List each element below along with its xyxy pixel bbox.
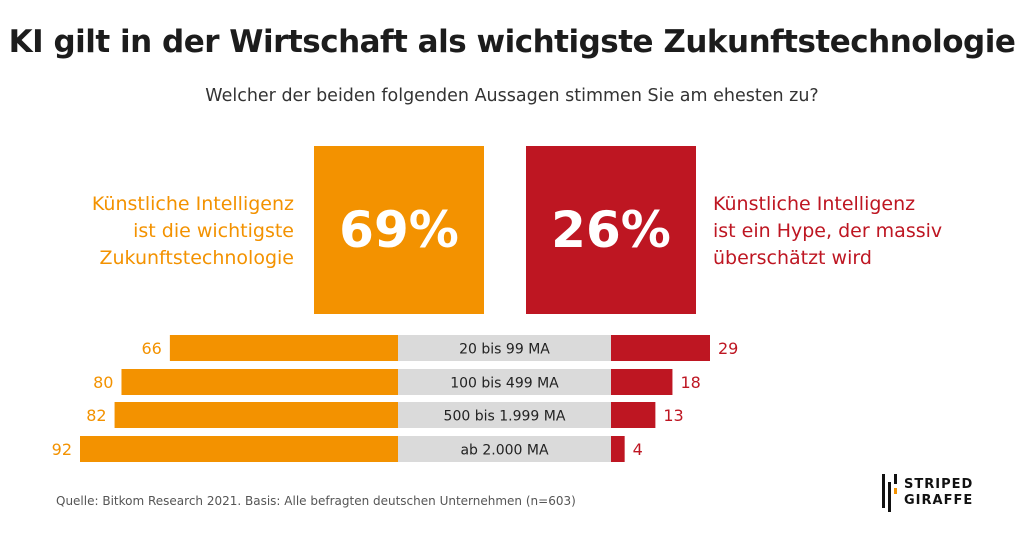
value-label-right: 18	[680, 373, 700, 392]
striped-giraffe-logo: STRIPED GIRAFFE	[882, 470, 992, 514]
left-statement-line-1: Künstliche Intelligenz	[91, 193, 294, 215]
right-statement-line-3: überschätzt wird	[713, 247, 872, 269]
category-label: ab 2.000 MA	[460, 443, 549, 459]
value-label-right: 13	[663, 406, 683, 425]
right-statement: Künstliche Intelligenz ist ein Hype, der…	[713, 191, 942, 272]
category-band	[398, 335, 611, 361]
left-statement-line-3: Zukunftstechnologie	[99, 247, 295, 269]
value-label-left: 66	[142, 339, 162, 358]
right-statement-line-2: ist ein Hype, der massiv	[713, 220, 943, 242]
category-label: 500 bis 1.999 MA	[444, 409, 566, 425]
bar-left	[169, 335, 398, 361]
category-band	[398, 436, 611, 462]
left-percent-label: 69%	[339, 201, 459, 259]
category-band	[398, 369, 611, 395]
bar-right	[611, 436, 625, 462]
value-label-left: 82	[86, 406, 106, 425]
chart-title: KI gilt in der Wirtschaft als wichtigste…	[8, 24, 1016, 60]
category-label: 20 bis 99 MA	[459, 342, 550, 358]
bar-left	[114, 402, 398, 428]
source-note: Quelle: Bitkom Research 2021. Basis: All…	[56, 494, 576, 508]
left-statement: Künstliche Intelligenz ist die wichtigst…	[92, 191, 294, 272]
right-percent-label: 26%	[551, 201, 671, 259]
bar-right	[611, 369, 673, 395]
bar-right	[611, 335, 710, 361]
category-band	[398, 402, 611, 428]
giraffe-stripes-icon	[882, 474, 897, 512]
bar-left	[121, 369, 398, 395]
bar-right	[611, 402, 656, 428]
value-label-left: 80	[93, 373, 113, 392]
value-label-left: 92	[52, 440, 72, 459]
left-percent-box: 69%	[314, 146, 484, 314]
chart-subtitle: Welcher der beiden folgenden Aussagen st…	[205, 86, 819, 106]
left-statement-line-2: ist die wichtigste	[133, 220, 294, 242]
right-statement-line-1: Künstliche Intelligenz	[713, 193, 916, 215]
value-label-right: 4	[633, 440, 643, 459]
right-percent-box: 26%	[526, 146, 696, 314]
bar-left	[80, 436, 398, 462]
category-label: 100 bis 499 MA	[450, 376, 559, 392]
logo-line-1: STRIPED	[904, 477, 974, 492]
logo-line-2: GIRAFFE	[904, 493, 974, 508]
value-label-right: 29	[718, 339, 738, 358]
